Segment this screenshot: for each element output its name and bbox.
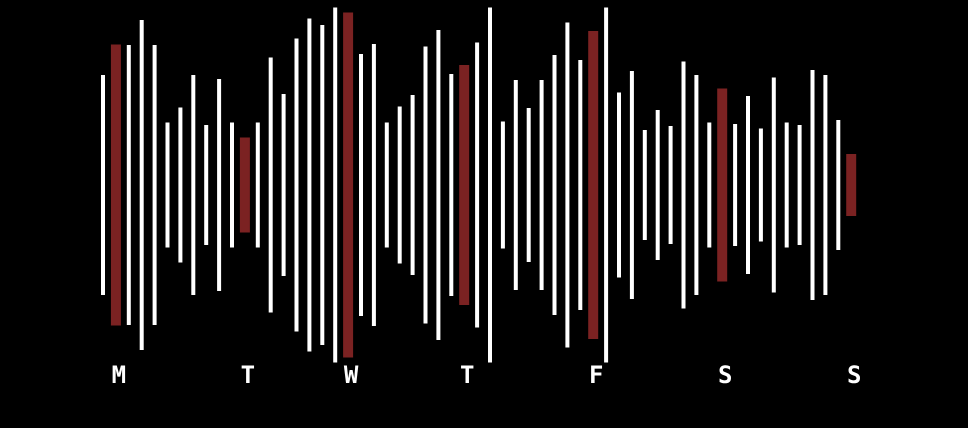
wave-line: [152, 45, 157, 325]
wave-line: [771, 77, 776, 293]
day-bar: [459, 65, 470, 305]
wave-line: [191, 75, 196, 295]
wave-line: [823, 75, 828, 295]
wave-line: [410, 95, 415, 275]
wave-line: [320, 25, 325, 345]
day-label: T: [460, 361, 474, 389]
wave-line: [281, 94, 286, 276]
wave-line: [371, 44, 376, 326]
wave-line: [268, 57, 273, 313]
day-bar: [239, 137, 250, 233]
wave-line: [552, 55, 557, 315]
wave-line: [797, 125, 802, 245]
wave-line: [384, 122, 389, 248]
wave-line: [294, 38, 299, 332]
wave-line: [629, 71, 634, 299]
wave-line: [681, 61, 686, 309]
wave-line: [539, 80, 544, 290]
wave-line: [397, 106, 402, 264]
wave-line: [333, 7, 338, 363]
wave-line: [126, 45, 131, 325]
wave-line: [165, 122, 170, 248]
wave-line: [642, 130, 647, 240]
day-bar: [588, 31, 599, 339]
day-label: S: [847, 361, 861, 389]
wave-line: [655, 110, 660, 260]
wave-line: [101, 75, 105, 295]
wave-line: [784, 122, 789, 248]
day-bar: [846, 154, 857, 216]
wave-line: [204, 125, 209, 245]
wave-line: [488, 7, 492, 363]
day-label: F: [589, 361, 603, 389]
day-label: W: [344, 361, 359, 389]
wave-line: [255, 122, 260, 248]
day-bar: [343, 12, 354, 358]
wave-line: [178, 107, 183, 263]
wave-line: [475, 42, 480, 328]
day-label: S: [718, 361, 732, 389]
wave-line: [230, 122, 234, 248]
wave-line: [513, 80, 518, 290]
wave-line: [139, 20, 144, 350]
wave-line: [526, 108, 531, 262]
wave-line: [668, 126, 673, 244]
wave-line: [217, 79, 222, 291]
day-bar: [717, 88, 728, 282]
wave-line: [694, 75, 699, 295]
day-label: T: [241, 361, 255, 389]
wave-line: [617, 92, 621, 278]
wave-line: [836, 120, 841, 250]
wave-line: [758, 128, 763, 242]
wave-line: [810, 70, 815, 300]
wave-line: [359, 54, 363, 316]
wave-line: [746, 96, 750, 274]
wave-line: [449, 74, 454, 296]
wave-line: [565, 22, 570, 348]
wave-line: [423, 46, 428, 324]
day-bar: [110, 44, 121, 326]
wave-line: [604, 7, 609, 363]
wave-line: [578, 60, 583, 310]
wave-line: [707, 122, 712, 248]
wave-line: [500, 121, 505, 249]
wave-line: [307, 18, 312, 352]
day-label: M: [112, 361, 126, 389]
wave-line: [733, 124, 738, 246]
wave-line: [436, 30, 441, 340]
